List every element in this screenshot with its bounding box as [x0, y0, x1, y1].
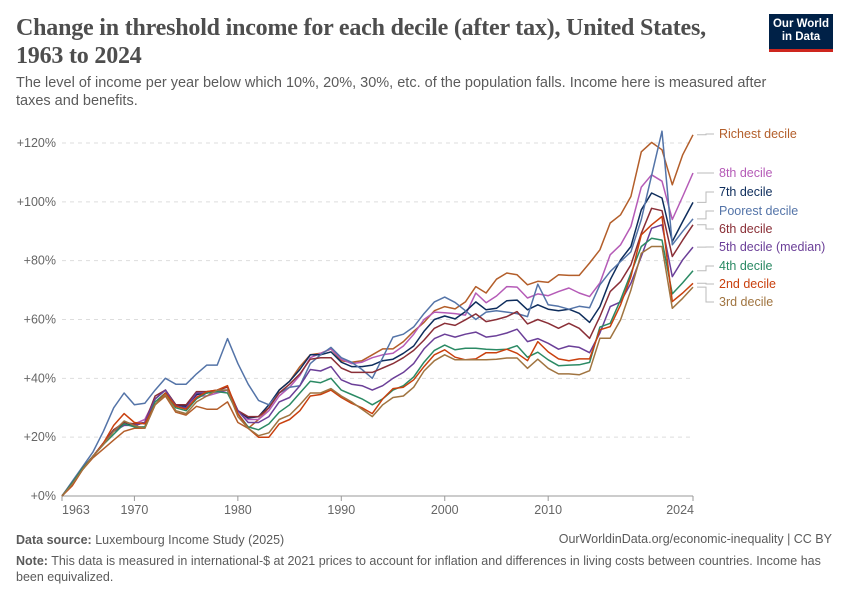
y-tick-label: +100% — [17, 195, 56, 209]
series-label[interactable]: 7th decile — [719, 185, 773, 199]
x-tick-label: 1970 — [121, 503, 149, 517]
label-connector — [697, 286, 714, 303]
series-label[interactable]: 4th decile — [719, 259, 773, 273]
chart-title: Change in threshold income for each deci… — [16, 15, 706, 69]
x-tick-label: 1980 — [224, 503, 252, 517]
note-label: Note: — [16, 554, 48, 568]
y-tick-label: +0% — [31, 489, 56, 503]
y-tick-label: +120% — [17, 136, 56, 150]
data-source-text[interactable]: Luxembourg Income Study (2025) — [95, 533, 285, 547]
series-label[interactable]: Poorest decile — [719, 204, 798, 218]
series-label[interactable]: 2nd decile — [719, 277, 776, 291]
y-tick-label: +60% — [24, 313, 56, 327]
series-line-richest-decile — [61, 134, 694, 497]
owid-logo[interactable]: Our World in Data — [769, 14, 833, 52]
label-connector — [697, 282, 714, 285]
series-label[interactable]: 8th decile — [719, 166, 773, 180]
series-line-poorest-decile — [61, 130, 694, 497]
x-tick-label: 2000 — [431, 503, 459, 517]
footnote: Note: This data is measured in internati… — [16, 553, 836, 585]
series-line-5th-decile-median- — [61, 224, 694, 497]
source-url[interactable]: OurWorldinData.org/economic-inequality |… — [558, 532, 832, 546]
series-line-2nd-decile — [61, 215, 694, 497]
y-tick-label: +20% — [24, 430, 56, 444]
x-tick-label: 2024 — [666, 503, 694, 517]
label-connector — [697, 210, 714, 220]
data-source-label: Data source: — [16, 533, 92, 547]
series-line-3rd-decile — [61, 245, 694, 497]
label-connector — [697, 224, 714, 230]
y-tick-label: +40% — [24, 371, 56, 385]
series-label[interactable]: Richest decile — [719, 127, 797, 141]
series-label[interactable]: 3rd decile — [719, 295, 773, 309]
label-connector — [697, 265, 714, 272]
label-connector — [697, 133, 714, 136]
note-text: This data is measured in international-$… — [16, 554, 821, 584]
chart-subtitle: The level of income per year below which… — [16, 75, 767, 109]
data-source: Data source: Luxembourg Income Study (20… — [16, 532, 284, 548]
label-connector — [697, 191, 714, 203]
x-tick-label: 2010 — [534, 503, 562, 517]
y-tick-label: +80% — [24, 254, 56, 268]
series-label[interactable]: 6th decile — [719, 222, 773, 236]
x-tick-label: 1990 — [327, 503, 355, 517]
series-label[interactable]: 5th decile (median) — [719, 240, 825, 254]
x-tick-label: 1963 — [62, 503, 90, 517]
line-chart: +0% +20% +40% +60% +80% +100% +120% 1963 1970 198… — [17, 127, 826, 517]
